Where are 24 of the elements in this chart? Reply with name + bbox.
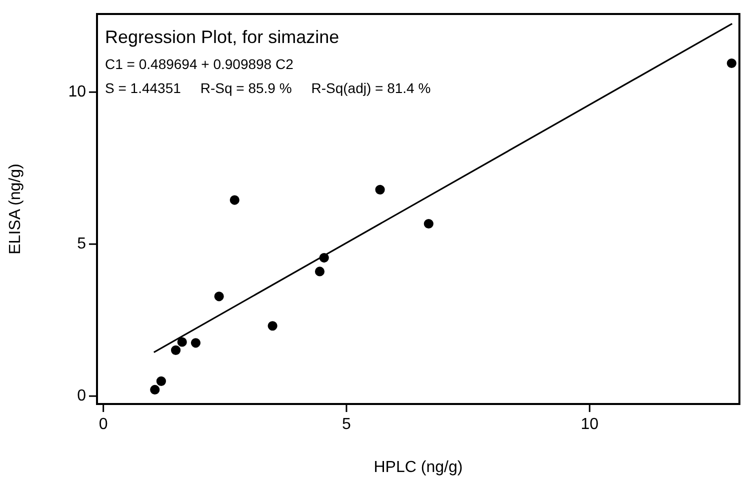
point [268, 321, 278, 331]
point [230, 195, 240, 205]
point [150, 384, 160, 395]
annotation: C1 = 0.489694 + 0.909898 C2 [105, 56, 294, 72]
point [726, 58, 736, 68]
text: Regression Plot, for simazine [105, 27, 340, 47]
point [170, 345, 181, 355]
point [177, 337, 187, 347]
point [214, 292, 224, 302]
y-tick-label: 5 [77, 236, 86, 253]
x-tick-label: 5 [342, 416, 352, 434]
point [375, 184, 385, 194]
point [314, 266, 325, 276]
y-axis-title: ELISA (ng/g) [7, 164, 24, 254]
x-tick-label: 10 [580, 416, 599, 434]
point [424, 218, 434, 229]
point [156, 376, 166, 386]
point [190, 338, 201, 348]
y-tick-label: 10 [68, 84, 86, 101]
x-axis-title: HPLC (ng/g) [374, 458, 463, 476]
y-tick-label: 0 [77, 388, 86, 405]
annotation: S = 1.44351 R-Sq = 85.9 % R-Sq(adj) = 81.4 % [105, 80, 431, 96]
x-tick-label: 0 [98, 416, 108, 434]
point [319, 252, 329, 263]
